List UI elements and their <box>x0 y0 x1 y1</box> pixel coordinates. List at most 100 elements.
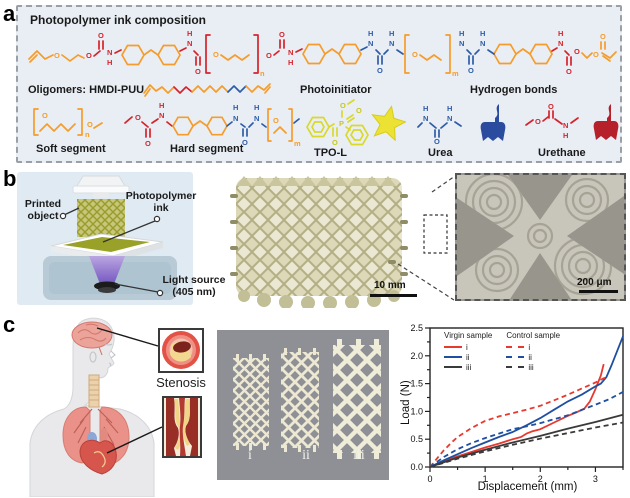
atom-o: O <box>213 50 219 59</box>
polymer-chain-structure: O O O N H N H O O n O O N H H N O N H O … <box>28 29 617 78</box>
stent-label-i: i <box>248 448 252 463</box>
urea-structure: H N O N H <box>417 104 462 145</box>
atom-h: H <box>558 29 563 38</box>
printed-object-label: Printed object <box>24 198 62 223</box>
legend-swatch-control-ii <box>506 356 525 358</box>
panel-a-label: a <box>3 1 16 26</box>
urethane-hbond-icon <box>593 104 619 140</box>
svg-text:1.0: 1.0 <box>410 406 423 416</box>
printer-diagram <box>17 172 193 305</box>
atom-o: O <box>377 66 383 75</box>
stenosis-label: Stenosis <box>156 375 206 390</box>
atom-o: O <box>98 31 104 40</box>
tpo-l-label: TPO-L <box>314 147 347 159</box>
micrograph-box <box>455 173 626 301</box>
svg-text:2.0: 2.0 <box>410 351 423 361</box>
subscript-m: m <box>294 139 301 148</box>
soft-segment-label: Soft segment <box>36 143 106 155</box>
photoinitiator-label: Photoinitiator <box>300 84 372 96</box>
atom-h: H <box>389 29 394 38</box>
legend-entry: i <box>466 342 468 352</box>
atom-h: H <box>447 104 452 113</box>
zoom-connector-lines <box>397 175 456 301</box>
atom-n: N <box>447 114 452 123</box>
urea-label: Urea <box>428 147 453 159</box>
panel-c-label: c <box>3 312 16 337</box>
atom-n: N <box>233 114 238 123</box>
subscript-n: n <box>260 69 265 78</box>
atom-o: O <box>468 66 474 75</box>
urea-hbond-icon <box>480 104 506 141</box>
urethane-label: Urethane <box>538 147 586 159</box>
urethane-structure: O O N H <box>525 102 579 140</box>
hard-segment-label: Hard segment <box>170 143 244 155</box>
printed-lattice-photo <box>230 176 448 308</box>
legend-swatch-virgin-ii <box>444 356 462 358</box>
panel-a-title: Photopolymer ink composition <box>30 13 207 27</box>
atom-o: O <box>412 50 418 59</box>
atom-n: N <box>563 121 568 130</box>
atom-n: N <box>254 114 259 123</box>
atom-o: O <box>566 67 572 76</box>
atom-o: O <box>332 138 338 147</box>
panel-b-label: b <box>3 166 17 191</box>
legend-virgin-header: Virgin sample <box>444 331 493 340</box>
legend-swatch-virgin-i <box>444 346 462 348</box>
atom-h: H <box>459 29 464 38</box>
atom-n: N <box>459 39 464 48</box>
subscript-n: n <box>85 130 90 139</box>
legend-entry: ii <box>528 352 532 362</box>
atom-o: O <box>273 116 279 125</box>
atom-n: N <box>107 48 112 57</box>
atom-o: O <box>535 117 541 126</box>
atom-n: N <box>389 39 394 48</box>
svg-text:0.0: 0.0 <box>410 462 423 472</box>
atom-o: O <box>266 51 272 60</box>
legend-swatch-control-i <box>506 346 525 348</box>
svg-text:1: 1 <box>483 474 488 484</box>
atom-o: O <box>42 111 48 120</box>
micro-scale-bar <box>579 290 618 293</box>
micro-scale-label: 200 μm <box>577 277 612 288</box>
artery-cross-section <box>162 331 200 369</box>
svg-text:2.5: 2.5 <box>410 323 423 333</box>
light-source-label: Light source (405 nm) <box>162 274 226 298</box>
vessel-stenosis-inset <box>162 396 202 458</box>
panel-a: Photopolymer ink composition <box>16 5 622 163</box>
svg-text:0: 0 <box>427 474 432 484</box>
atom-o: O <box>86 51 92 60</box>
atom-n: N <box>288 48 293 57</box>
hard-segment-structure: O O N H N H O N H O m <box>124 101 301 148</box>
photo-scale-label: 10 mm <box>374 280 406 291</box>
svg-text:0.5: 0.5 <box>410 434 423 444</box>
legend-control-header: Control sample <box>506 331 561 340</box>
atom-o: O <box>356 106 362 115</box>
atom-o: O <box>593 50 599 59</box>
atom-h: H <box>187 29 192 38</box>
atom-h: H <box>254 103 259 112</box>
soft-segment-structure: O n O <box>33 108 103 139</box>
atom-o: O <box>279 30 285 39</box>
atom-n: N <box>558 39 563 48</box>
photopolymer-ink-label: Photopolymer ink <box>125 190 197 215</box>
legend-entry: i <box>528 342 531 352</box>
atom-h: H <box>107 58 112 67</box>
legend-entry: iii <box>528 362 534 372</box>
atom-o: O <box>195 67 201 76</box>
atom-h: H <box>288 58 293 67</box>
atom-n: N <box>368 39 373 48</box>
vessel-stenosis <box>166 398 198 456</box>
atom-o: O <box>145 139 151 148</box>
atom-n: N <box>423 114 428 123</box>
hydrogen-bonds-label: Hydrogen bonds <box>470 84 558 96</box>
atom-o: O <box>548 102 554 111</box>
atom-h: H <box>368 29 373 38</box>
legend-entry: iii <box>466 362 472 372</box>
svg-text:2: 2 <box>538 474 543 484</box>
tpo-l-structure: O P O O <box>306 99 369 147</box>
legend-swatch-control-iii <box>506 366 525 368</box>
atom-h: H <box>563 131 568 140</box>
stents-photo <box>217 330 389 480</box>
photo-scale-bar <box>370 294 417 297</box>
